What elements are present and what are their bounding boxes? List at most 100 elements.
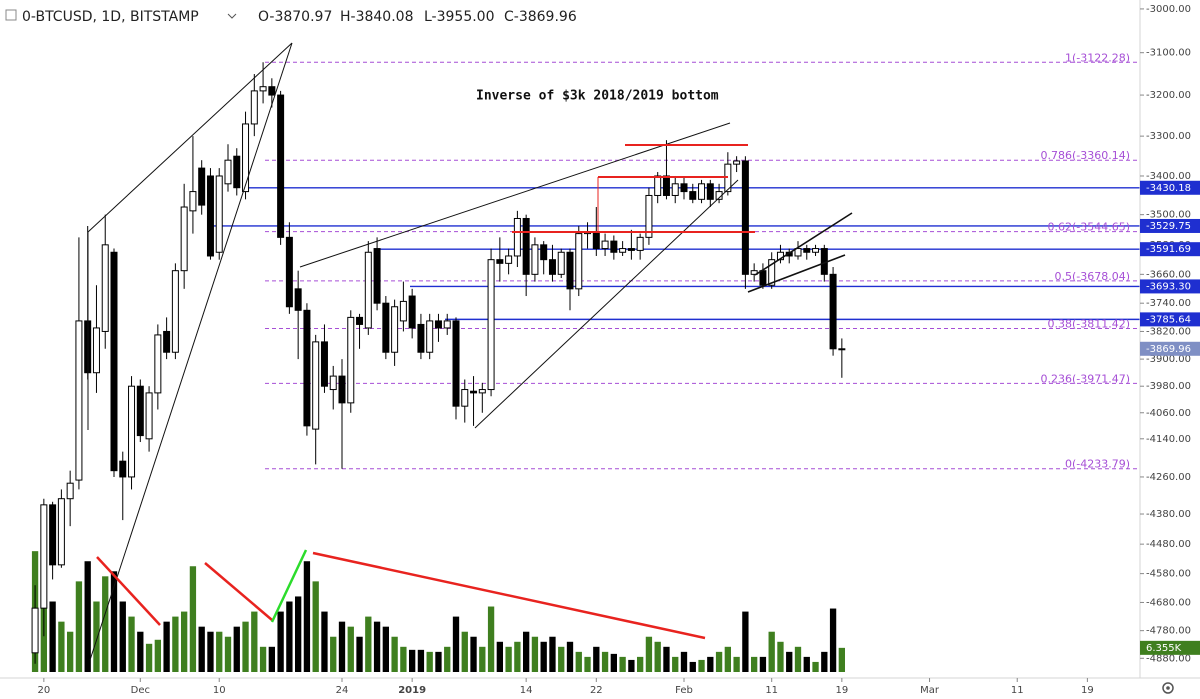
volume-bar — [821, 651, 828, 672]
volume-bar — [672, 656, 679, 672]
symbol-icon[interactable] — [5, 9, 17, 21]
candle-body — [303, 309, 311, 427]
candle-body — [399, 300, 407, 322]
volume-bar — [838, 647, 846, 672]
candle-body — [294, 288, 302, 311]
candle-body — [57, 498, 65, 566]
symbol-caret[interactable] — [227, 13, 237, 19]
volume-bar — [259, 646, 267, 672]
volume-bar — [636, 656, 644, 672]
candle-body — [198, 167, 206, 206]
candle-body — [163, 330, 171, 353]
trend-line — [474, 179, 739, 429]
volume-bar — [216, 631, 223, 672]
annotation: Inverse of $3k 2018/2019 bottom — [476, 89, 719, 104]
volume-bar — [294, 596, 302, 672]
x-tick-label: 19 — [835, 685, 848, 696]
volume-bar — [461, 631, 468, 672]
volume-bar — [601, 651, 609, 672]
volume-bar — [233, 626, 240, 672]
candle-body — [505, 255, 513, 264]
fib-label: 0.62(-3544.65) — [1047, 221, 1130, 234]
level-box — [1140, 279, 1200, 294]
volume-bar — [531, 636, 539, 672]
volume-bar — [207, 631, 214, 672]
volume-bar — [829, 608, 837, 672]
x-tick-label: Dec — [131, 685, 150, 696]
candle-body — [645, 194, 653, 238]
fib-label: 1(-3122.28) — [1065, 51, 1130, 64]
level-label: -3693.30 — [1146, 281, 1191, 292]
volume-bar — [610, 653, 618, 672]
y-tick-label: -3100.00 — [1146, 48, 1191, 59]
volume-bar — [470, 636, 477, 672]
candle-body — [259, 86, 267, 92]
channel-line — [747, 254, 846, 293]
candle-body — [224, 159, 232, 185]
candle-body — [733, 160, 741, 165]
level-box — [1140, 242, 1200, 257]
candle-body — [75, 320, 83, 481]
green-line — [270, 549, 308, 623]
volume-bar — [619, 656, 626, 672]
fib-label: 0.786(-3360.14) — [1040, 149, 1130, 162]
volume-bar — [584, 656, 591, 672]
volume-bar — [558, 646, 565, 672]
settings-icon[interactable] — [1162, 682, 1174, 694]
volume-bar — [102, 576, 109, 672]
candle-body — [680, 183, 688, 193]
candle-body — [768, 259, 776, 286]
volume-bar — [180, 611, 188, 672]
volume-bar — [145, 643, 153, 672]
gear-center[interactable] — [1166, 686, 1170, 690]
fib-label: 0.5(-3678.04) — [1054, 270, 1130, 283]
x-tick-label: 11 — [1011, 685, 1024, 696]
volume-bar — [575, 651, 582, 672]
volume-bar — [286, 601, 293, 672]
volume-bar — [759, 656, 767, 672]
y-tick-label: -4780.00 — [1146, 626, 1191, 637]
candle-body — [40, 504, 48, 609]
volume-bar — [514, 641, 521, 672]
volume-bar — [330, 636, 337, 672]
candle-body — [636, 236, 644, 251]
candle-body — [698, 183, 706, 200]
candle-body — [110, 251, 118, 472]
last-price-label: -3869.96 — [1146, 344, 1191, 355]
candle-body — [417, 323, 425, 353]
volume-bar — [224, 636, 232, 672]
candle-body — [741, 160, 749, 275]
volume-bar — [794, 646, 802, 672]
volume-bar — [373, 621, 381, 672]
volume-bar — [803, 656, 810, 672]
candle-body — [838, 348, 846, 351]
y-tick-label: -3980.00 — [1146, 381, 1191, 392]
volume-bar — [251, 611, 258, 672]
candle-body — [592, 231, 600, 250]
candle-body — [101, 244, 109, 332]
level-label: -3529.75 — [1146, 221, 1191, 232]
candle-body — [829, 273, 837, 350]
candle-body — [206, 175, 214, 257]
volume-bar — [303, 561, 311, 672]
candle-body — [470, 390, 478, 394]
volume-bar — [768, 631, 775, 672]
candle-body — [548, 259, 556, 275]
x-tick-label: 22 — [590, 685, 603, 696]
volume-bar — [777, 641, 784, 672]
gear[interactable] — [1162, 682, 1174, 694]
symbol[interactable]: 0-BTCUSD, 1D, BITSTAMP — [22, 9, 199, 25]
candle-body — [329, 375, 337, 391]
candle-body — [171, 270, 179, 353]
level-label: -3430.18 — [1146, 183, 1191, 194]
fib-label: 0.38(-3811.42) — [1047, 317, 1130, 330]
volume-bar — [417, 649, 425, 672]
level-box — [1140, 312, 1200, 327]
volume-bar — [49, 601, 56, 672]
candle-body — [522, 217, 530, 275]
candle-body — [128, 385, 136, 478]
y-tick-label: -4060.00 — [1146, 408, 1191, 419]
level-box — [1140, 218, 1200, 233]
candle-body — [487, 259, 495, 391]
candle-body — [233, 155, 241, 189]
